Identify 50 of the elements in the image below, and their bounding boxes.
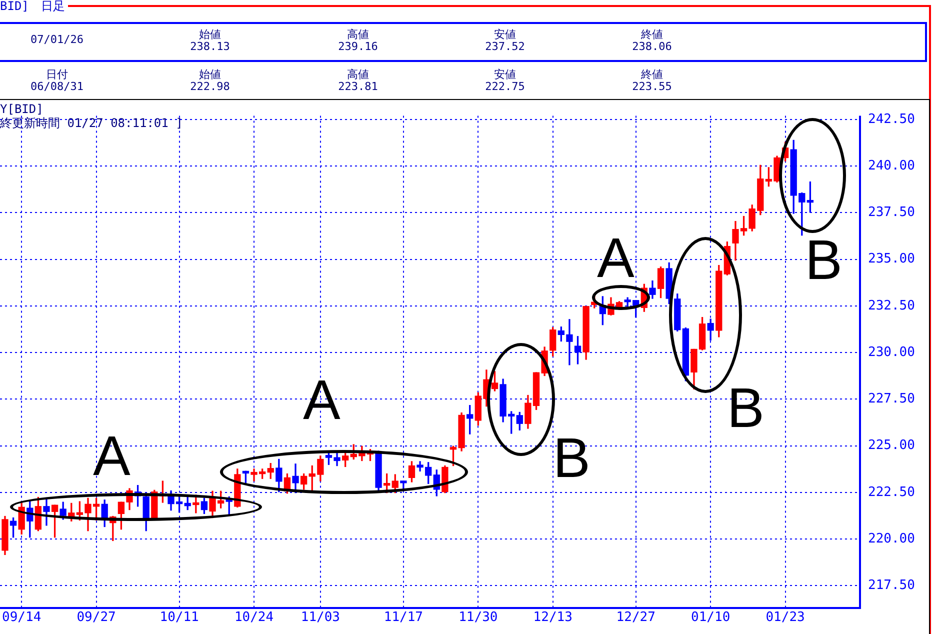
- text: 終値: [640, 68, 664, 81]
- x-tick-label: 09/27: [76, 610, 116, 626]
- x-tick-label: 09/14: [2, 610, 42, 626]
- text: 222.98: [189, 80, 231, 93]
- x-tick-label: 10/11: [160, 610, 199, 626]
- chart-title: BID] 日足: [0, 0, 68, 15]
- y-tick-label: 235.00: [868, 252, 915, 267]
- text: 238.13: [189, 40, 231, 53]
- annotation: A: [93, 424, 130, 487]
- text: 終値: [640, 28, 664, 41]
- text: 223.55: [631, 80, 673, 93]
- annotation: B: [553, 426, 590, 489]
- y-tick-label: 230.00: [868, 344, 915, 360]
- text: 07/01/26: [30, 33, 84, 46]
- annotation: Y[BID]: [0, 102, 44, 116]
- x-tick-label: 11/17: [384, 610, 424, 626]
- y-tick-label: 242.50: [868, 112, 915, 127]
- y-tick-label: 240.00: [868, 158, 915, 174]
- text: 高値: [346, 68, 370, 81]
- y-tick-label: 237.50: [868, 205, 915, 220]
- text: 始値: [198, 28, 222, 41]
- text: 始値: [198, 68, 222, 81]
- x-tick-label: 11/30: [458, 610, 498, 626]
- text: 安値: [493, 68, 517, 81]
- y-tick-label: 220.00: [868, 531, 915, 546]
- x-tick-label: 10/24: [234, 610, 274, 626]
- text: 日付: [45, 68, 69, 81]
- y-tick-label: 217.50: [868, 578, 915, 593]
- text: 237.52: [484, 40, 526, 53]
- text: 安値: [493, 28, 517, 41]
- y-tick-label: 232.50: [868, 298, 915, 314]
- x-tick-label: 11/03: [300, 610, 340, 626]
- x-tick-label: 12/27: [616, 610, 656, 626]
- x-tick-label: 12/13: [533, 610, 572, 626]
- text: 223.81: [337, 80, 379, 93]
- annotation: B: [805, 228, 842, 291]
- y-tick-label: 225.00: [868, 438, 915, 454]
- annotation: B: [727, 376, 764, 439]
- x-tick-label: 01/23: [766, 610, 805, 626]
- y-tick-label: 222.50: [868, 484, 915, 500]
- text: 222.75: [484, 80, 526, 93]
- text: 高値: [346, 28, 370, 41]
- annotation: A: [303, 368, 340, 431]
- text: 238.06: [631, 40, 673, 53]
- text: 239.16: [337, 40, 379, 53]
- annotation: A: [597, 226, 634, 289]
- text: 06/08/31: [30, 80, 84, 93]
- y-tick-label: 227.50: [868, 392, 915, 407]
- x-tick-label: 01/10: [691, 610, 730, 626]
- annotation: 終更新時間 01/27 08:11:01 ]: [0, 116, 183, 130]
